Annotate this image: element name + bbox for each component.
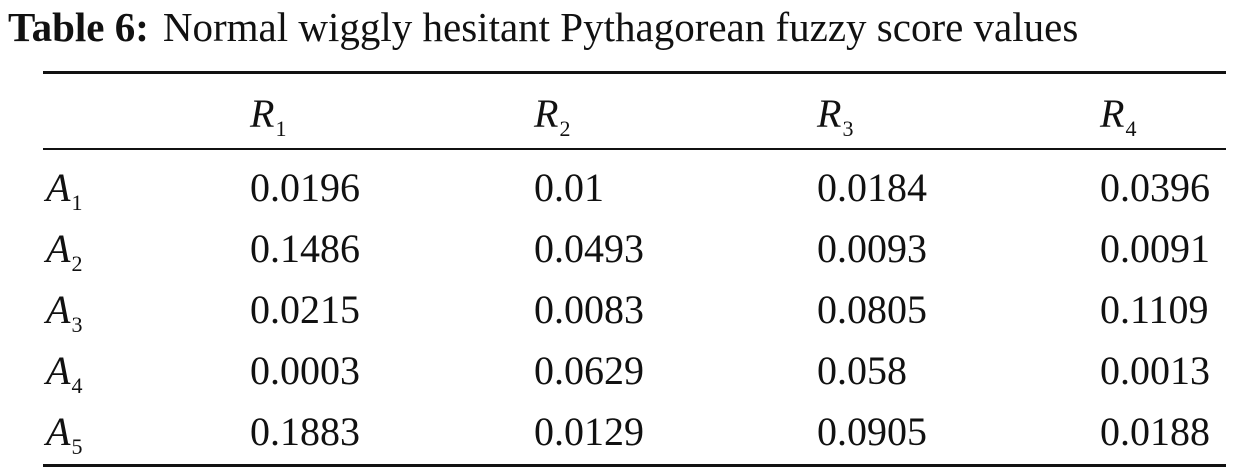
table-cell: 0.0091 [1100, 226, 1210, 271]
table-cell: 0.0003 [250, 348, 360, 393]
row-header-a1: A1 [46, 165, 83, 215]
table-cell: 0.0493 [534, 226, 644, 271]
column-header-r3: R3 [817, 91, 854, 141]
column-header-r1: R1 [250, 91, 287, 141]
table-cell: 0.0184 [817, 165, 927, 210]
row-header-a3: A3 [46, 287, 83, 337]
column-header-r4: R4 [1100, 91, 1137, 141]
table-cell: 0.0083 [534, 287, 644, 332]
row-header-a2: A2 [46, 226, 83, 276]
table-cell: 0.0629 [534, 348, 644, 393]
top-rule [43, 71, 1226, 74]
table-cell: 0.0805 [817, 287, 927, 332]
table-cell: 0.0129 [534, 409, 644, 454]
row-header-a4: A4 [46, 348, 83, 398]
table-cell: 0.0905 [817, 409, 927, 454]
table-cell: 0.1109 [1100, 287, 1209, 332]
table-label: Table 6: [8, 4, 149, 50]
header-rule [43, 148, 1226, 150]
table-cell: 0.058 [817, 348, 907, 393]
row-header-a5: A5 [46, 409, 83, 459]
table-cell: 0.0396 [1100, 165, 1210, 210]
table-cell: 0.0196 [250, 165, 360, 210]
table-title: Normal wiggly hesitant Pythagorean fuzzy… [162, 4, 1079, 50]
table-cell: 0.0215 [250, 287, 360, 332]
table-cell: 0.1486 [250, 226, 360, 271]
column-header-r2: R2 [534, 91, 571, 141]
table-caption: Table 6: Normal wiggly hesitant Pythagore… [8, 2, 1256, 52]
table-cell: 0.1883 [250, 409, 360, 454]
table-cell: 0.01 [534, 165, 604, 210]
table-cell: 0.0093 [817, 226, 927, 271]
bottom-rule [43, 464, 1226, 467]
table-cell: 0.0013 [1100, 348, 1210, 393]
table-cell: 0.0188 [1100, 409, 1210, 454]
